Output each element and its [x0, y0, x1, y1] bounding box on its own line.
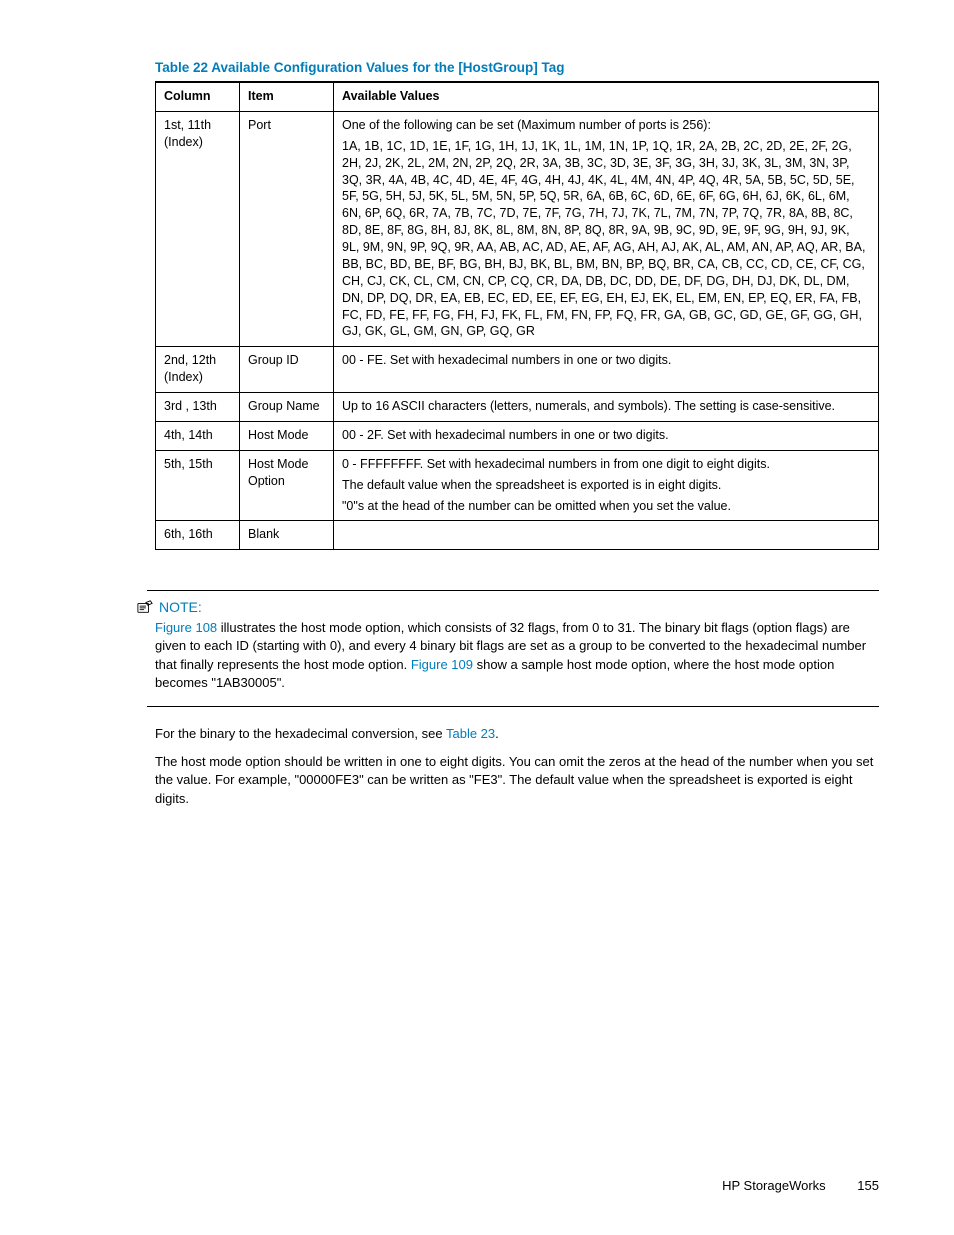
cell-item: Host Mode Option [240, 450, 334, 521]
note-header: NOTE: [137, 599, 879, 615]
body-para-2: The host mode option should be written i… [155, 753, 879, 808]
cell-value-line: 0 - FFFFFFFF. Set with hexadecimal numbe… [342, 456, 870, 473]
note-rule-bottom [147, 706, 879, 707]
body-p1-a: For the binary to the hexadecimal conver… [155, 726, 446, 741]
cell-item: Port [240, 111, 334, 346]
cell-value-line: "0"s at the head of the number can be om… [342, 498, 870, 515]
cell-value-line: 00 - 2F. Set with hexadecimal numbers in… [342, 427, 870, 444]
col-header-item: Item [240, 82, 334, 111]
col-header-values: Available Values [334, 82, 879, 111]
cell-column: 4th, 14th [156, 421, 240, 450]
cell-column: 5th, 15th [156, 450, 240, 521]
cell-column: 1st, 11th (Index) [156, 111, 240, 346]
table-row: 1st, 11th (Index)Port One of the followin… [156, 111, 879, 346]
page-number: 155 [857, 1178, 879, 1193]
cell-values: 00 - FE. Set with hexadecimal numbers in… [334, 347, 879, 393]
table-body: 1st, 11th (Index)Port One of the followin… [156, 111, 879, 549]
note-rule-top [147, 590, 879, 591]
cell-value-line: 1A, 1B, 1C, 1D, 1E, 1F, 1G, 1H, 1J, 1K, … [342, 138, 870, 341]
table-title: Table 22 Available Configuration Values … [155, 60, 879, 75]
cell-column: 6th, 16th [156, 521, 240, 550]
table-row: 5th, 15thHost Mode Option 0 - FFFFFFFF. S… [156, 450, 879, 521]
cell-item: Group ID [240, 347, 334, 393]
link-figure-108[interactable]: Figure 108 [155, 620, 217, 635]
cell-values: One of the following can be set (Maximum… [334, 111, 879, 346]
page: Table 22 Available Configuration Values … [0, 0, 954, 1235]
cell-item: Host Mode [240, 421, 334, 450]
cell-item: Group Name [240, 393, 334, 422]
cell-value-line: One of the following can be set (Maximum… [342, 117, 870, 134]
body-p1-b: . [495, 726, 499, 741]
cell-values: 00 - 2F. Set with hexadecimal numbers in… [334, 421, 879, 450]
link-table-23[interactable]: Table 23 [446, 726, 495, 741]
cell-values: 0 - FFFFFFFF. Set with hexadecimal numbe… [334, 450, 879, 521]
table-header-row: Column Item Available Values [156, 82, 879, 111]
cell-item: Blank [240, 521, 334, 550]
footer-text: HP StorageWorks [722, 1178, 826, 1193]
config-table: Column Item Available Values 1st, 11th (… [155, 81, 879, 550]
page-footer: HP StorageWorks 155 [722, 1178, 879, 1193]
cell-value-line: The default value when the spreadsheet i… [342, 477, 870, 494]
note-icon [137, 600, 153, 614]
table-row: 2nd, 12th (Index)Group ID 00 - FE. Set wi… [156, 347, 879, 393]
table-row: 4th, 14thHost Mode 00 - 2F. Set with hexa… [156, 421, 879, 450]
table-row: 3rd , 13thGroup Name Up to 16 ASCII chara… [156, 393, 879, 422]
note-label: NOTE: [159, 599, 202, 615]
cell-values: Up to 16 ASCII characters (letters, nume… [334, 393, 879, 422]
link-figure-109[interactable]: Figure 109 [411, 657, 473, 672]
body-para-1: For the binary to the hexadecimal conver… [155, 725, 879, 743]
cell-column: 2nd, 12th (Index) [156, 347, 240, 393]
col-header-column: Column [156, 82, 240, 111]
cell-value-line: Up to 16 ASCII characters (letters, nume… [342, 398, 870, 415]
cell-values [334, 521, 879, 550]
table-row: 6th, 16thBlank [156, 521, 879, 550]
cell-column: 3rd , 13th [156, 393, 240, 422]
note-body: Figure 108 illustrates the host mode opt… [155, 619, 879, 692]
cell-value-line: 00 - FE. Set with hexadecimal numbers in… [342, 352, 870, 369]
